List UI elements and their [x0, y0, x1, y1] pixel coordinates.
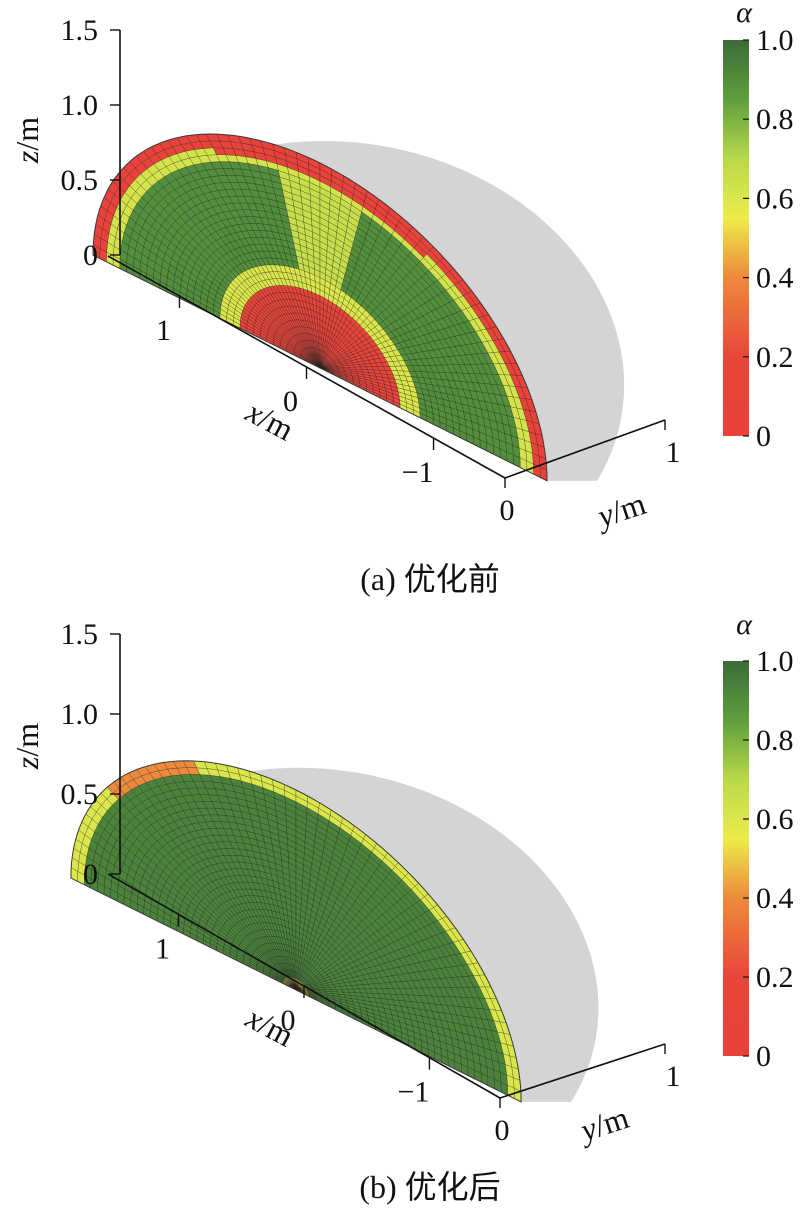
z-tick-label: 1.5	[61, 14, 99, 47]
colorbar-tick-label: 0	[756, 420, 771, 453]
colorbar-tick-label: 0.8	[756, 724, 794, 757]
y-tick-label: 0	[500, 494, 515, 527]
colorbar-tick-label: 0.2	[756, 341, 794, 374]
colorbar-ticks: 0 0.2 0.4 0.6 0.8 1.0	[743, 24, 794, 453]
chart-panel-a: 00.51.01.5 10−1 01 z/m x/m y/m α 00.20.4…	[9, 0, 794, 597]
y-tick-label: 0	[495, 1114, 510, 1147]
z-axis-label: z/m	[9, 723, 45, 770]
colorbar	[723, 661, 749, 1056]
z-tick-label: 0.5	[61, 778, 99, 811]
alpha-field	[93, 134, 547, 481]
colorbar	[723, 40, 749, 436]
colorbar-tick-label: 0	[756, 1040, 771, 1073]
colorbar-ticks: 0 0.2 0.4 0.6 0.8 1.0	[743, 645, 794, 1073]
z-tick-label: 1.0	[61, 89, 99, 122]
field-cell	[539, 466, 547, 481]
z-tick-label: 0	[83, 858, 98, 891]
colorbar-tick-label: 0.6	[756, 803, 794, 836]
x-tick-label: 0	[283, 385, 298, 418]
colorbar-tick-label: 0.4	[756, 262, 794, 295]
colorbar-tick-label: 1.0	[756, 645, 794, 678]
z-tick-label: 1.5	[61, 618, 99, 651]
field-cell	[294, 959, 297, 967]
colorbar-tick-label: 0.4	[756, 882, 794, 915]
y-axis-label: y/m	[573, 1099, 633, 1149]
y-axis-label: y/m	[590, 485, 650, 535]
x-tick-label: 1	[155, 932, 170, 965]
caption-b: (b) 优化后	[359, 1169, 500, 1205]
x-axis: 1 0 −1	[107, 255, 506, 489]
colorbar-tick-label: 0.8	[756, 103, 794, 136]
z-axis-label: z/m	[9, 117, 45, 164]
colorbar-tick-label: 0.2	[756, 961, 794, 994]
z-tick-label: 1.0	[61, 698, 99, 731]
colorbar-tick-label: 0.6	[756, 182, 794, 215]
colorbar-title: α	[736, 0, 753, 29]
cut-plane-outline	[92, 133, 548, 482]
y-tick-label: 1	[666, 1060, 681, 1093]
chart-panel-b: 00.51.01.5 10−1 01 z/m x/m y/m α 00.20.4…	[9, 608, 794, 1205]
z-tick-label: 0.5	[61, 164, 99, 197]
y-tick-label: 1	[666, 436, 681, 469]
caption-a: (a) 优化前	[360, 561, 500, 597]
colorbar-title: α	[736, 608, 753, 641]
z-tick-label: 0	[83, 239, 98, 272]
z-axis: 0 0.5 1.0 1.5	[61, 14, 121, 272]
colorbar-tick-label: 1.0	[756, 24, 794, 57]
x-tick-label: −1	[402, 456, 434, 489]
y-axis: 01	[500, 419, 681, 527]
alpha-field	[70, 760, 522, 1102]
x-tick-label: 1	[156, 314, 171, 347]
x-tick-label: −1	[397, 1076, 429, 1109]
